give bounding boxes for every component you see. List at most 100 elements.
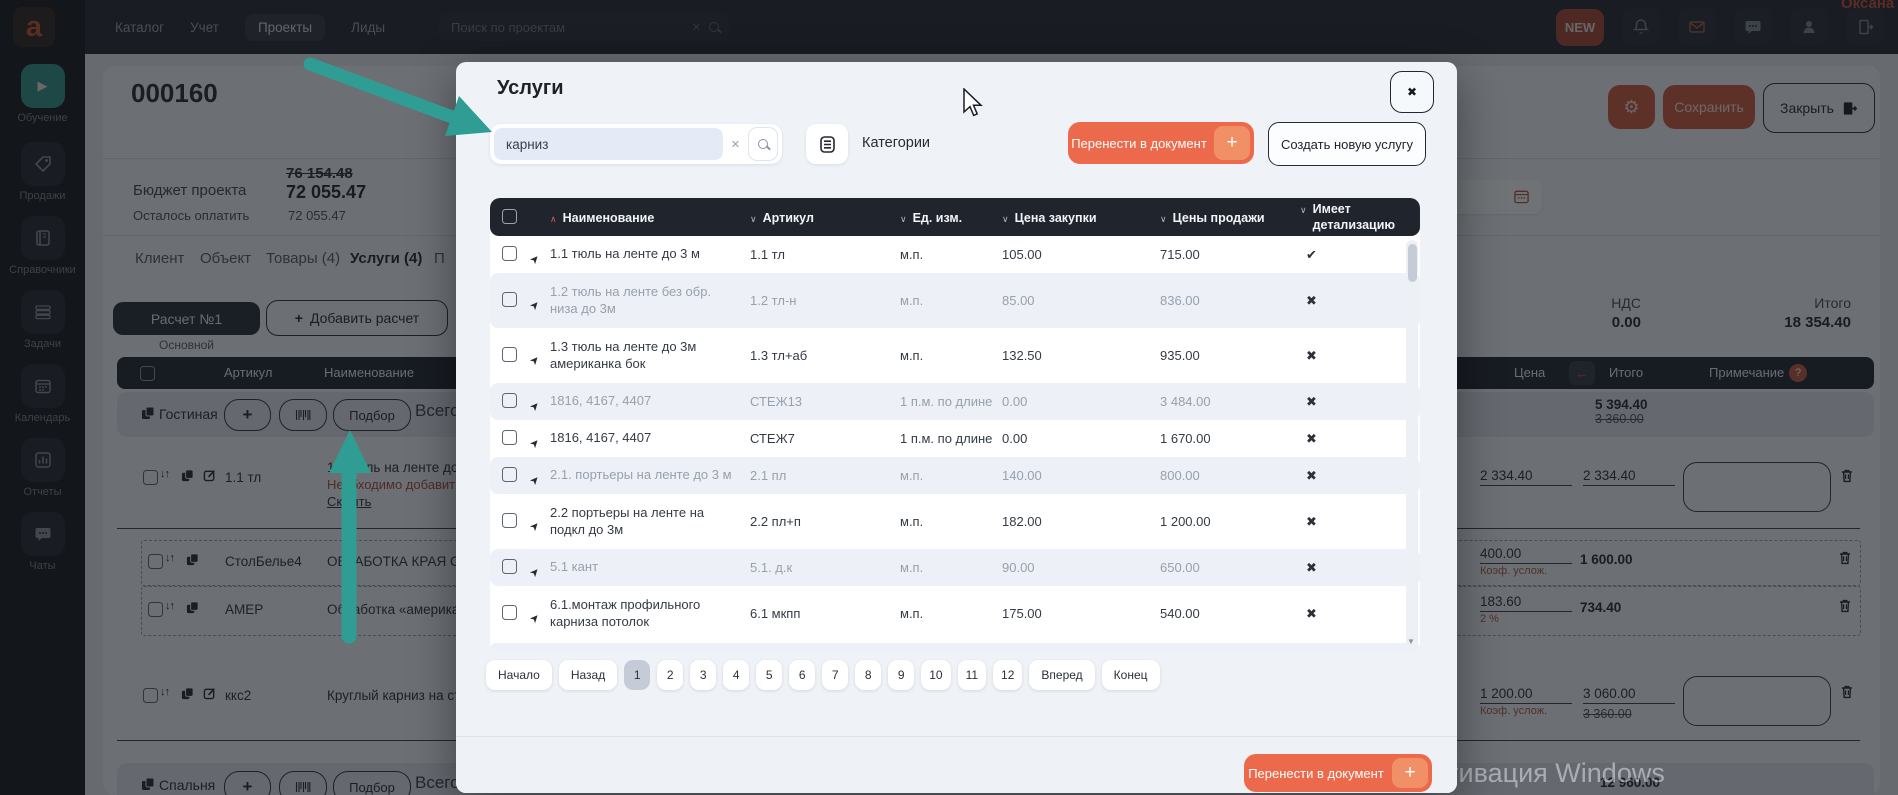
- row-checkbox[interactable]: [502, 393, 517, 408]
- service-search-input[interactable]: [504, 136, 713, 153]
- page-1[interactable]: 1: [624, 660, 650, 690]
- row-checkbox[interactable]: [502, 347, 517, 362]
- modal-title: Услуги: [497, 77, 564, 100]
- sort-asc-icon: ∧: [550, 214, 557, 224]
- select-all-checkbox[interactable]: [502, 209, 517, 224]
- service-sale-price: 1 670.00: [1160, 431, 1300, 446]
- pin-icon[interactable]: ➤: [527, 389, 551, 414]
- page-8[interactable]: 8: [855, 660, 881, 690]
- detail-mark-icon: ✖: [1300, 348, 1396, 364]
- scroll-down-icon[interactable]: ▼: [1407, 637, 1415, 646]
- sort-desc-icon: ∨: [900, 214, 907, 224]
- page-5[interactable]: 5: [756, 660, 782, 690]
- service-row[interactable]: ➤ 1.1 тюль на ленте до 3 м 1.1 тл м.п. 1…: [490, 236, 1420, 273]
- service-row[interactable]: ➤ 1816, 4167, 4407 СТЕЖ13 1 п.м. по длин…: [490, 383, 1420, 420]
- service-row[interactable]: ➤ 1.3 тюль на ленте до 3м американка бок…: [490, 328, 1420, 383]
- col-sku[interactable]: ∨Артикул: [750, 211, 900, 225]
- service-search-field[interactable]: [494, 128, 723, 160]
- page-4[interactable]: 4: [723, 660, 749, 690]
- service-purchase-price: 90.00: [1002, 560, 1160, 575]
- row-checkbox[interactable]: [502, 246, 517, 261]
- service-row[interactable]: ➤ 1.2 тюль на ленте без обр. низа до 3м …: [490, 273, 1420, 328]
- row-checkbox[interactable]: [502, 430, 517, 445]
- service-purchase-price: 175.00: [1002, 606, 1160, 621]
- service-row-partial: [490, 643, 1420, 652]
- service-sale-price: 540.00: [1160, 606, 1300, 621]
- service-purchase-price: 132.50: [1002, 348, 1160, 363]
- row-checkbox[interactable]: [502, 467, 517, 482]
- pin-icon[interactable]: ➤: [527, 463, 551, 488]
- scrollbar-thumb[interactable]: [1408, 244, 1417, 282]
- pin-icon[interactable]: ➤: [527, 601, 551, 626]
- detail-mark-icon: ✖: [1300, 394, 1396, 410]
- pin-icon[interactable]: ➤: [527, 426, 551, 451]
- col-purchase[interactable]: ∨Цена закупки: [1002, 211, 1160, 225]
- service-sku: 1.2 тл-н: [750, 293, 900, 308]
- service-unit: м.п.: [900, 514, 1002, 529]
- service-unit: м.п.: [900, 468, 1002, 483]
- category-list-icon: [818, 135, 837, 154]
- services-table: ∧Наименование ∨Артикул ∨Ед. изм. ∨Цена з…: [490, 198, 1420, 652]
- service-unit: м.п.: [900, 348, 1002, 363]
- page-next[interactable]: Вперед: [1029, 660, 1094, 690]
- page-9[interactable]: 9: [888, 660, 914, 690]
- service-name: 1816, 4167, 4407: [550, 387, 750, 416]
- transfer-to-document-button[interactable]: Перенести в документ +: [1068, 122, 1254, 164]
- row-checkbox[interactable]: [502, 513, 517, 528]
- create-service-button[interactable]: Создать новую услугу: [1268, 122, 1426, 166]
- col-unit[interactable]: ∨Ед. изм.: [900, 211, 1002, 225]
- search-button[interactable]: [748, 127, 778, 161]
- detail-mark-icon: ✖: [1300, 293, 1396, 309]
- service-sku: 2.2 пл+п: [750, 514, 900, 529]
- page-11[interactable]: 11: [958, 660, 986, 690]
- plus-icon[interactable]: +: [1392, 758, 1428, 788]
- pagination: Начало Назад 1 2 3 4 5 6 7 8 9 10 11 12 …: [486, 660, 1160, 690]
- clear-icon[interactable]: ✕: [723, 138, 748, 151]
- row-checkbox[interactable]: [502, 559, 517, 574]
- pin-icon[interactable]: ➤: [527, 509, 551, 534]
- service-sku: 2.1 пл: [750, 468, 900, 483]
- service-sku: 5.1. д.к: [750, 560, 900, 575]
- page-last[interactable]: Конец: [1102, 660, 1160, 690]
- service-row[interactable]: ➤ 1816, 4167, 4407 СТЕЖ7 1 п.м. по длине…: [490, 420, 1420, 457]
- page-3[interactable]: 3: [690, 660, 716, 690]
- pin-icon[interactable]: ➤: [527, 343, 551, 368]
- page-7[interactable]: 7: [822, 660, 848, 690]
- service-unit: м.п.: [900, 293, 1002, 308]
- service-search: ✕: [490, 124, 782, 164]
- service-sku: 6.1 мкпп: [750, 606, 900, 621]
- page-prev[interactable]: Назад: [559, 660, 617, 690]
- pin-icon[interactable]: ➤: [527, 288, 551, 313]
- detail-mark-icon: ✔: [1300, 247, 1396, 263]
- transfer-to-document-footer-button[interactable]: Перенести в документ +: [1244, 754, 1432, 792]
- page-6[interactable]: 6: [789, 660, 815, 690]
- service-row[interactable]: ➤ 2.2 портьеры на ленте на подкл до 3м 2…: [490, 494, 1420, 549]
- plus-icon[interactable]: +: [1214, 126, 1250, 160]
- page-10[interactable]: 10: [921, 660, 950, 690]
- page-12[interactable]: 12: [993, 660, 1022, 690]
- service-row[interactable]: ➤ 6.1.монтаж профильного карниза потолок…: [490, 586, 1420, 641]
- row-checkbox[interactable]: [502, 605, 517, 620]
- sort-desc-icon: ∨: [1300, 205, 1307, 216]
- service-row[interactable]: ➤ 5.1 кант 5.1. д.к м.п. 90.00 650.00 ✖: [490, 549, 1420, 586]
- service-row[interactable]: ➤ 2.1. портьеры на ленте до 3 м 2.1 пл м…: [490, 457, 1420, 494]
- col-detail[interactable]: ∨Имеет детализацию: [1300, 198, 1396, 237]
- row-checkbox[interactable]: [502, 292, 517, 307]
- service-purchase-price: 140.00: [1002, 468, 1160, 483]
- service-sale-price: 1 200.00: [1160, 514, 1300, 529]
- pin-icon[interactable]: ➤: [527, 242, 551, 267]
- page-2[interactable]: 2: [657, 660, 683, 690]
- col-name[interactable]: ∧Наименование: [550, 211, 750, 225]
- categories-label[interactable]: Категории: [862, 135, 930, 151]
- categories-button[interactable]: [806, 124, 848, 164]
- service-sku: 1.3 тл+аб: [750, 348, 900, 363]
- pin-icon[interactable]: ➤: [527, 555, 551, 580]
- service-unit: м.п.: [900, 606, 1002, 621]
- table-scrollbar[interactable]: ▼: [1406, 240, 1418, 648]
- page-first[interactable]: Начало: [486, 660, 552, 690]
- service-sale-price: 650.00: [1160, 560, 1300, 575]
- service-unit: 1 п.м. по длине: [900, 394, 1002, 409]
- service-sku: СТЕЖ7: [750, 431, 900, 446]
- col-sale[interactable]: ∨Цены продажи: [1160, 211, 1300, 225]
- modal-close-button[interactable]: ✖: [1390, 71, 1434, 113]
